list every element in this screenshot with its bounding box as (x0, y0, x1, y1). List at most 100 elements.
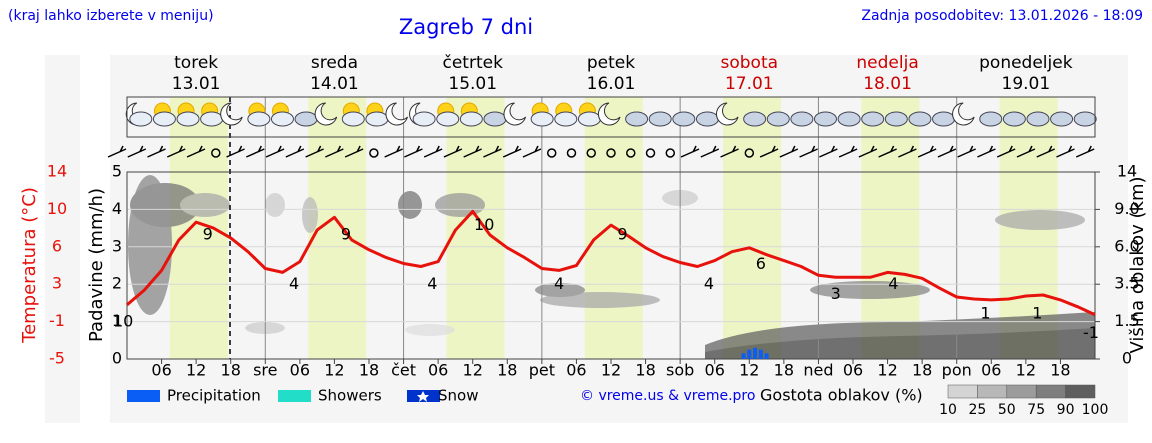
cloud-icon (932, 111, 956, 127)
wind-barb (404, 145, 423, 158)
y-tick-label: 1 (112, 311, 122, 330)
moon-icon (503, 102, 527, 126)
y3-axis-label: Višina oblakov (km) (1127, 176, 1148, 353)
cloud-icon (365, 111, 389, 127)
temperature-label: 4 (289, 274, 299, 293)
wind-barb (720, 145, 739, 158)
y-tick-label: 3 (112, 236, 122, 255)
cloud-icon (695, 111, 719, 127)
x-tick-label: 12 (877, 361, 897, 380)
x-tick-label: 18 (774, 361, 794, 380)
scale-box (977, 384, 1008, 399)
y-tick-label: 5 (112, 162, 122, 181)
hint: (kraj lahko izberete v meniju) (8, 8, 214, 24)
day-name: četrtek (442, 53, 503, 73)
scale-label: 90 (1057, 402, 1075, 418)
credit: © vreme.us & vreme.pro (580, 388, 755, 404)
cloud-scale-label: Gostota oblakov (%) (760, 386, 923, 405)
scale-label: 10 (939, 402, 957, 418)
cloud-icon (979, 111, 1003, 127)
x-tick-label: 12 (186, 361, 206, 380)
calm-icon (626, 148, 636, 158)
wind-barb (917, 145, 937, 158)
x-tick-label: pet (529, 361, 555, 380)
cloud-icon (176, 111, 200, 127)
temperature-label: 9 (341, 225, 351, 244)
wind-barb (799, 145, 818, 158)
wind-barb (463, 145, 482, 158)
scale-label: 100 (1082, 402, 1109, 418)
wind-barb (819, 145, 838, 158)
cloud-icon (129, 111, 153, 127)
temperature-label: 4 (427, 274, 437, 293)
cloud-icon (743, 111, 767, 127)
y3-tick-label: 0 (1122, 349, 1132, 368)
wind-barb (1016, 145, 1036, 158)
temperature-label: 9 (617, 225, 627, 244)
calm-icon (665, 148, 676, 158)
temperature-label: 4 (704, 274, 714, 293)
cloud-icon (554, 111, 578, 127)
x-tick-label: sre (253, 361, 277, 380)
temperature-label: 4 (888, 274, 898, 293)
wind-barb (759, 145, 779, 158)
wind-barb (285, 145, 305, 158)
calm-icon (744, 148, 755, 158)
cloud-icon (1026, 111, 1050, 127)
day-date: 15.01 (448, 74, 497, 94)
scale-box (1065, 384, 1096, 399)
y3-tick-label: 6.0 (1114, 236, 1139, 255)
wind-barb (305, 145, 324, 158)
x-tick-label: 12 (324, 361, 344, 380)
x-tick-label: 18 (221, 361, 241, 380)
x-tick-label: čet (391, 361, 416, 380)
y2-tick-label: 3 (52, 274, 62, 293)
scale-label: 25 (968, 402, 986, 418)
wind-barb (977, 145, 996, 158)
cloud-icon (436, 111, 460, 127)
cloud-icon (908, 111, 932, 127)
moon-icon (952, 102, 975, 126)
calm-icon (566, 148, 577, 158)
temperature-label: 4 (554, 274, 564, 293)
temperature-line (126, 209, 1096, 317)
day-name: nedelja (856, 53, 918, 73)
chart-title: Zagreb 7 dni (399, 15, 533, 39)
cloud-icon (813, 111, 837, 127)
y3-tick-label: 14 (1117, 162, 1137, 181)
wind-barb (502, 145, 522, 158)
wind-barb (700, 145, 720, 158)
wind-barb (680, 145, 700, 158)
legend-label: Showers (318, 387, 382, 405)
wind-barb (186, 145, 206, 158)
y-tick-label: 0 (112, 349, 122, 368)
x-tick-label: 06 (290, 361, 310, 380)
wind-barb (522, 145, 542, 158)
scale-label: 50 (998, 402, 1016, 418)
calm-icon (606, 148, 616, 158)
daylight (169, 97, 228, 359)
wind-barb (147, 145, 166, 158)
cloud-icon (152, 111, 176, 127)
y-tick-label: 2 (112, 274, 122, 293)
legend-swatch (278, 390, 311, 402)
wind-barb (384, 145, 403, 158)
wind-barbs (107, 145, 1095, 158)
wind-barb (325, 145, 344, 158)
y3-tick-label: 9.0 (1114, 199, 1139, 218)
y2-tick-label: -5 (49, 349, 65, 368)
cloud-icon (648, 111, 672, 127)
cloud-icon (577, 111, 601, 127)
temperature-label: 3 (831, 284, 841, 303)
temperature-label: 6 (756, 254, 766, 273)
day-name: sreda (311, 53, 358, 73)
moon-icon (314, 102, 338, 126)
calm-icon (211, 148, 221, 158)
cloud-icon (837, 111, 861, 127)
x-tick-label: 12 (463, 361, 483, 380)
precip-bar (758, 349, 763, 359)
day-date: 19.01 (1002, 74, 1051, 94)
x-tick-label: 18 (912, 361, 932, 380)
y2-axis-label: Temperatura (°C) (19, 187, 40, 344)
icon-frame (126, 96, 1096, 138)
